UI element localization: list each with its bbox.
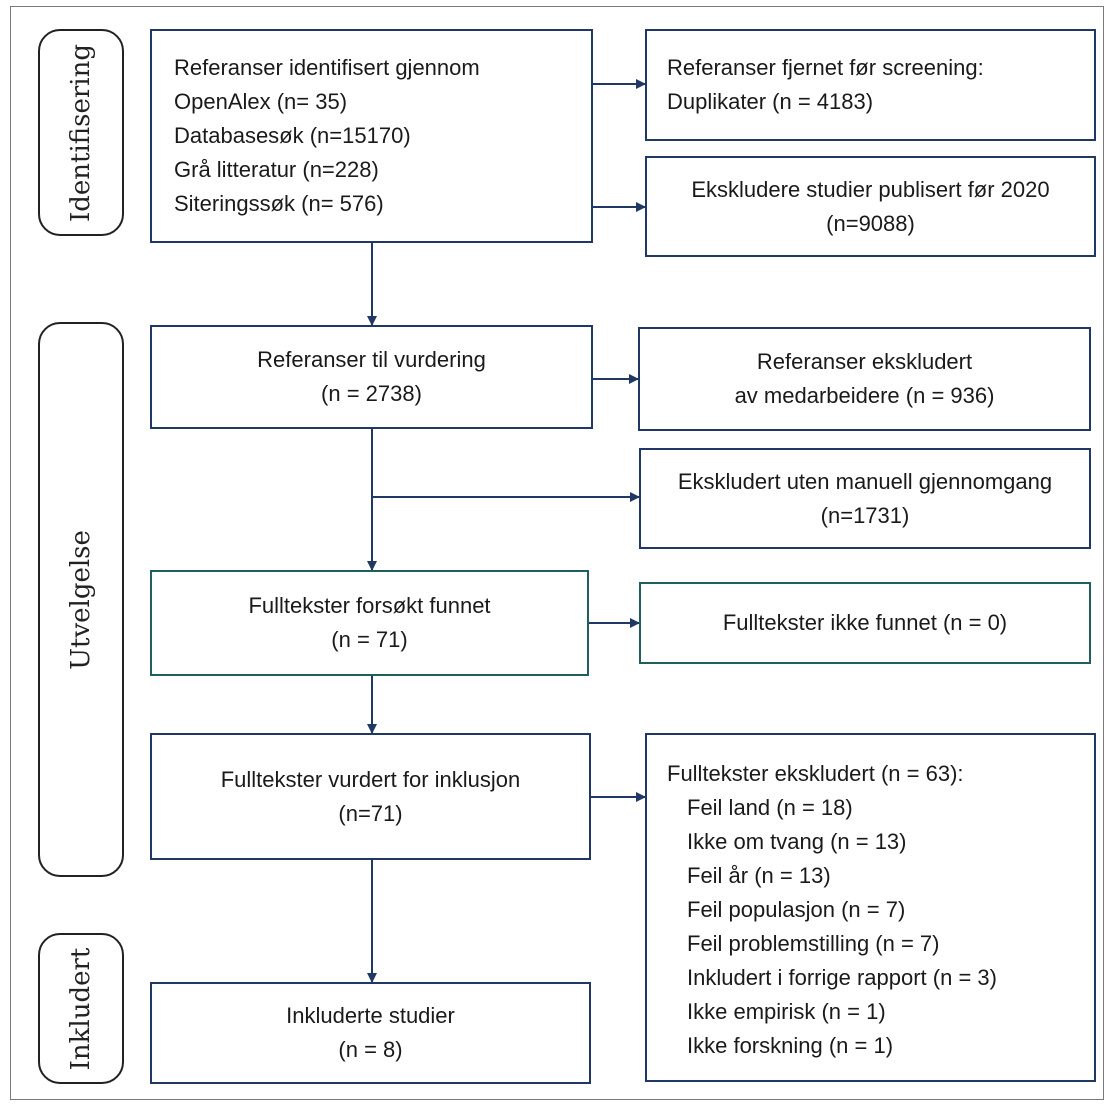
exclusion-reason: Feil år (n = 13) [687,863,831,888]
box-to-assess: Referanser til vurdering (n = 2738) [150,325,593,429]
box-excluded-pre2020: Ekskludere studier publisert før 2020 (n… [645,156,1096,257]
sought-line-1: Fulltekster forsøkt funnet [248,593,491,618]
removed-line-2: Duplikater (n = 4183) [667,89,874,114]
box-fulltext-excluded: Fulltekster ekskludert (n = 63): Feil la… [645,733,1096,1082]
exclusion-reason: Inkludert i forrige rapport (n = 3) [687,965,997,990]
diagram-frame [10,6,1104,1100]
exclusion-reason: Ikke forskning (n = 1) [687,1033,894,1058]
exclusion-reason: Ikke empirisk (n = 1) [687,999,886,1024]
assessed-line-1: Fulltekster vurdert for inklusjon [220,766,521,792]
exclusion-reason: Ikke om tvang (n = 13) [687,829,907,854]
removed-line-1: Referanser fjernet før screening: [667,55,984,80]
identified-line-3: Databasesøk (n=15170) [174,123,411,148]
phase-identification: Identifisering [38,29,124,236]
staff-line-1: Referanser ekskludert [756,349,973,374]
box-excluded-staff: Referanser ekskludert av medarbeidere (n… [638,327,1091,431]
box-removed: Referanser fjernet før screening: Duplik… [645,29,1096,141]
to-assess-line-1: Referanser til vurdering [257,347,486,372]
pre2020-line-1: Ekskludere studier publisert før 2020 [691,176,1050,202]
box-identified: Referanser identifisert gjennom OpenAlex… [150,29,593,243]
not-found-line-1: Fulltekster ikke funnet (n = 0) [722,610,1008,635]
pre2020-line-2: (n=9088) [826,210,915,236]
included-line-2: (n = 8) [338,1037,403,1062]
identified-line-5: Siteringssøk (n= 576) [174,191,384,216]
exclusion-reason: Feil problemstilling (n = 7) [687,931,940,956]
exclusion-reason: Feil populasjon (n = 7) [687,897,906,922]
box-fulltext-sought: Fulltekster forsøkt funnet (n = 71) [150,570,589,676]
phase-selection: Utvelgelse [38,322,124,877]
identified-line-2: OpenAlex (n= 35) [174,89,348,114]
exclusion-reason: Feil land (n = 18) [687,795,853,820]
auto-line-1: Ekskludert uten manuell gjennomgang [677,468,1053,494]
phase-included: Inkludert [38,933,124,1084]
box-fulltext-not-found: Fulltekster ikke funnet (n = 0) [639,582,1091,664]
assessed-line-2: (n=71) [338,800,403,826]
box-included-studies: Inkluderte studier (n = 8) [150,982,591,1084]
staff-line-2: av medarbeidere (n = 936) [734,383,995,408]
to-assess-line-2: (n = 2738) [321,381,422,406]
included-line-1: Inkluderte studier [286,1003,455,1028]
fulltext-excluded-title: Fulltekster ekskludert (n = 63): [667,761,964,786]
sought-line-2: (n = 71) [331,627,408,652]
identified-line-4: Grå litteratur (n=228) [174,157,379,182]
identified-line-1: Referanser identifisert gjennom [174,55,480,80]
auto-line-2: (n=1731) [820,502,910,528]
box-fulltext-assessed: Fulltekster vurdert for inklusjon (n=71) [150,733,591,860]
box-excluded-auto: Ekskludert uten manuell gjennomgang (n=1… [639,448,1091,549]
